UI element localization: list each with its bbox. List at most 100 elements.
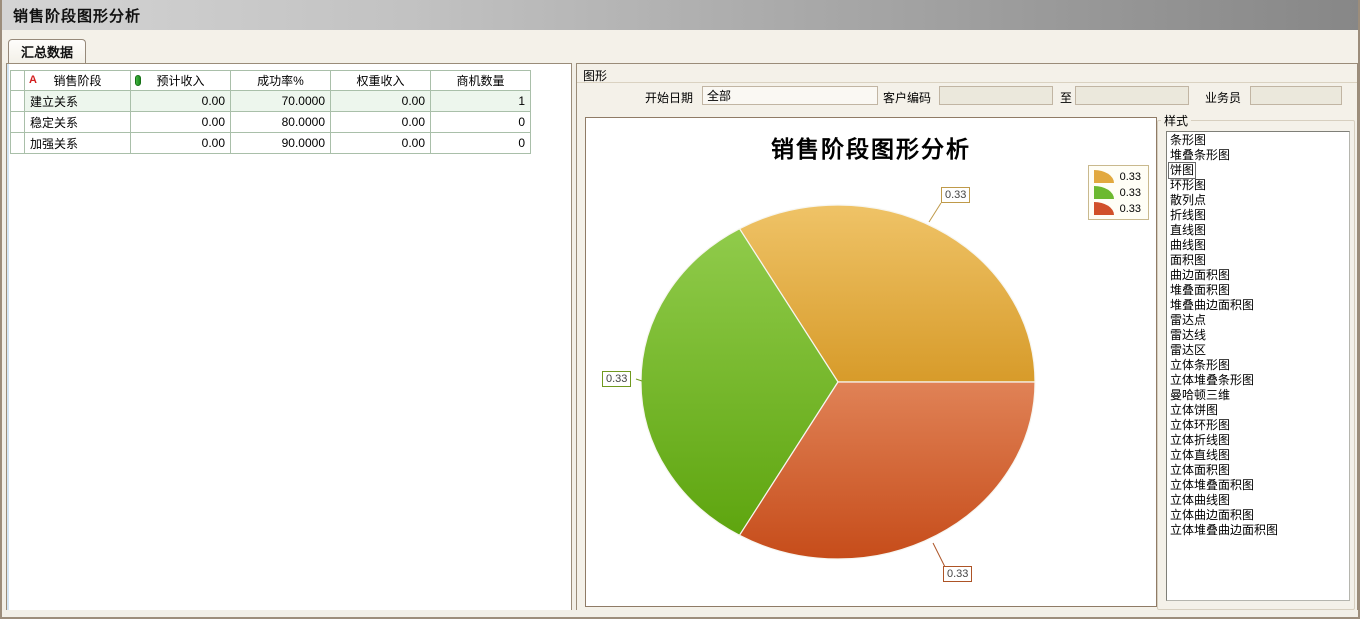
cell-weighted-income[interactable]: 0.00 [330,132,431,154]
style-list-item[interactable]: 立体曲边面积图 [1170,508,1255,522]
style-list-item[interactable]: 环形图 [1170,178,1207,192]
row-indicator-cell[interactable] [10,90,25,112]
style-list-item[interactable]: 堆叠曲边面积图 [1170,298,1255,312]
style-list-item[interactable]: 立体直线图 [1170,448,1231,462]
style-list-item[interactable]: 曲边面积图 [1170,268,1231,282]
legend-entry: 0.33 [1093,202,1141,215]
cell-expected-income[interactable]: 0.00 [130,132,231,154]
style-list-item[interactable]: 散列点 [1170,193,1207,207]
pie-chart-area: 销售阶段图形分析 0.33 0.33 0.33 0.33 0.33 [585,117,1157,607]
graph-panel: 图形 开始日期 客户编码 至 业务员 销售阶段图形分析 0.33 0.33 0.… [576,63,1358,612]
tab-strip: 汇总数据 [2,30,1358,63]
customer-code-to-input[interactable] [1075,86,1189,105]
table-header-row: A 销售阶段 预计收入 成功率% 权重收入 商机数量 [10,70,531,91]
filter-row: 开始日期 客户编码 至 业务员 [577,83,1357,110]
style-list-item[interactable]: 立体折线图 [1170,433,1231,447]
to-label: 至 [1060,91,1073,105]
pie-chart[interactable] [586,118,1158,608]
tab-label: 汇总数据 [21,45,74,60]
pie-slice-2[interactable] [738,381,1036,560]
style-list-item[interactable]: 立体堆叠曲边面积图 [1170,523,1279,537]
column-header-opportunity-count[interactable]: 商机数量 [430,70,531,91]
cell-success-rate[interactable]: 80.0000 [230,111,331,133]
legend-entry: 0.33 [1093,170,1141,183]
cell-weighted-income[interactable]: 0.00 [330,111,431,133]
style-list-item[interactable]: 立体饼图 [1170,403,1219,417]
sales-stage-table: A 销售阶段 预计收入 成功率% 权重收入 商机数量 [10,70,531,154]
pie-label-connector [635,378,643,382]
salesman-input[interactable] [1250,86,1342,105]
style-list-item[interactable]: 雷达点 [1170,313,1207,327]
legend-value: 0.33 [1119,202,1141,215]
legend-value: 0.33 [1119,170,1141,183]
style-list-item[interactable]: 条形图 [1170,133,1207,147]
style-list-item[interactable]: 堆叠条形图 [1170,148,1231,162]
pie-slice-label-green: 0.33 [602,371,632,387]
style-list-item[interactable]: 立体堆叠面积图 [1170,478,1255,492]
row-indicator-cell[interactable] [10,132,25,154]
cell-success-rate[interactable]: 90.0000 [230,132,331,154]
style-list-item[interactable]: 曼哈顿三维 [1170,388,1231,402]
style-group-title: 样式 [1161,112,1192,129]
title-bar: 销售阶段图形分析 [2,0,1358,30]
green-pill-icon [135,75,141,86]
style-group-box: 样式 条形图 堆叠条形图 饼图 环形图 散列点 折线图 直线图 曲线 [1157,112,1355,610]
page-title: 销售阶段图形分析 [13,7,142,25]
style-list-item[interactable]: 立体面积图 [1170,463,1231,477]
cell-stage[interactable]: 建立关系 [24,90,131,112]
tab-summary-data[interactable]: 汇总数据 [8,39,87,63]
graph-panel-title: 图形 [577,64,1357,83]
style-list-item[interactable]: 雷达区 [1170,343,1207,357]
chart-title: 销售阶段图形分析 [771,136,971,163]
table-row[interactable]: 加强关系 0.00 90.0000 0.00 0 [10,132,531,154]
cell-stage[interactable]: 加强关系 [24,132,131,154]
column-header-expected-income[interactable]: 预计收入 [130,70,231,91]
cell-success-rate[interactable]: 70.0000 [230,90,331,112]
pie-slice-0[interactable] [738,204,1036,383]
style-list-item[interactable]: 立体曲线图 [1170,493,1231,507]
column-header-success-rate[interactable]: 成功率% [230,70,331,91]
column-header-weighted-income[interactable]: 权重收入 [330,70,431,91]
cell-weighted-income[interactable]: 0.00 [330,90,431,112]
legend-value: 0.33 [1119,186,1141,199]
chart-legend: 0.33 0.33 0.33 [1087,165,1149,220]
column-header-stage[interactable]: A 销售阶段 [24,70,131,91]
style-list-item[interactable]: 立体环形图 [1170,418,1231,432]
table-body: 建立关系 0.00 70.0000 0.00 1 稳定关系 0.00 80.00… [10,90,531,154]
cell-expected-income[interactable]: 0.00 [130,111,231,133]
customer-code-label: 客户编码 [883,91,932,105]
salesman-label: 业务员 [1205,91,1242,105]
cell-stage[interactable]: 稳定关系 [24,111,131,133]
table-row[interactable]: 建立关系 0.00 70.0000 0.00 1 [10,90,531,112]
legend-swatch-icon [1093,170,1114,183]
style-list-item[interactable]: 堆叠面积图 [1170,283,1231,297]
style-list-item[interactable]: 曲线图 [1170,238,1207,252]
cell-opportunity-count[interactable]: 0 [430,132,531,154]
row-indicator-cell[interactable] [10,111,25,133]
customer-code-input[interactable] [939,86,1053,105]
pie-slice-label-orange: 0.33 [941,187,971,203]
legend-entry: 0.33 [1093,186,1141,199]
pie-label-connector [928,202,942,223]
style-list-item[interactable]: 面积图 [1170,253,1207,267]
cell-opportunity-count[interactable]: 0 [430,111,531,133]
sort-a-icon: A [29,74,37,86]
legend-swatch-icon [1093,202,1114,215]
chart-style-list: 条形图 堆叠条形图 饼图 环形图 散列点 折线图 直线图 曲线图 面积图 [1166,131,1350,601]
cell-expected-income[interactable]: 0.00 [130,90,231,112]
style-list-item[interactable]: 立体堆叠条形图 [1170,373,1255,387]
summary-table-panel: A 销售阶段 预计收入 成功率% 权重收入 商机数量 [6,63,572,612]
legend-swatch-icon [1093,186,1114,199]
start-date-label: 开始日期 [645,91,694,105]
bottom-strip [2,610,1358,617]
row-indicator-header [10,70,25,91]
style-list-item[interactable]: 直线图 [1170,223,1207,237]
style-list-item[interactable]: 立体条形图 [1170,358,1231,372]
table-row[interactable]: 稳定关系 0.00 80.0000 0.00 0 [10,111,531,133]
start-date-input[interactable] [702,86,878,105]
cell-opportunity-count[interactable]: 1 [430,90,531,112]
style-list-item[interactable]: 饼图 [1167,162,1197,179]
style-list-item[interactable]: 雷达线 [1170,328,1207,342]
style-list-item[interactable]: 折线图 [1170,208,1207,222]
